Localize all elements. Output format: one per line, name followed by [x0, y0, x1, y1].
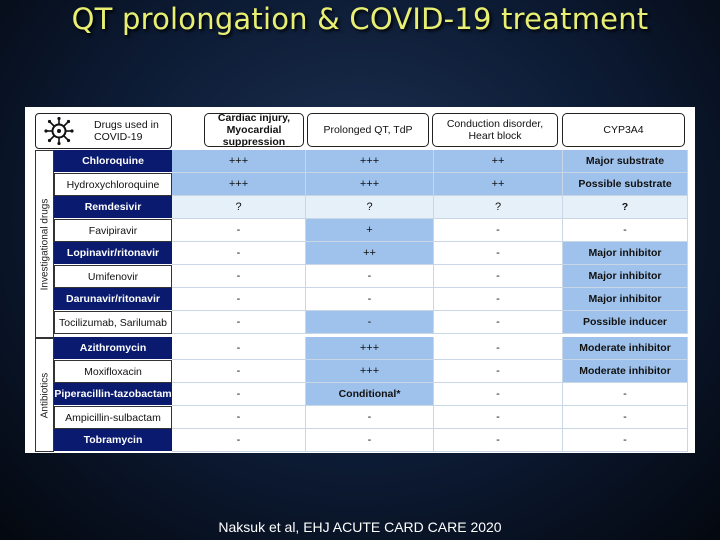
header-conduction-label: Conduction disorder, Heart block — [446, 118, 544, 142]
table-row: Azithromycin - +++ - Moderate inhibitor — [25, 337, 695, 360]
cyp-value: Major substrate — [563, 150, 688, 173]
cyp-value: Moderate inhibitor — [563, 360, 688, 383]
table-row: Moxifloxacin - +++ - Moderate inhibitor — [25, 360, 695, 383]
cyp-value: Possible substrate — [563, 173, 688, 196]
qt-value: + — [306, 219, 434, 242]
drug-name: Chloroquine — [54, 150, 172, 173]
cardiac-value: - — [172, 429, 306, 452]
drug-name: Hydroxychloroquine — [54, 173, 172, 196]
table-row: Chloroquine +++ +++ ++ Major substrate — [25, 150, 695, 173]
cyp-value: - — [563, 429, 688, 452]
cardiac-value: - — [172, 311, 306, 334]
drug-name: Moxifloxacin — [54, 360, 172, 383]
conduction-value: ++ — [434, 150, 563, 173]
drug-name: Darunavir/ritonavir — [54, 288, 172, 311]
conduction-value: - — [434, 406, 563, 429]
table-row: Lopinavir/ritonavir - ++ - Major inhibit… — [25, 242, 695, 265]
qt-value: ++ — [306, 242, 434, 265]
cyp-value: Moderate inhibitor — [563, 337, 688, 360]
header-qt: Prolonged QT, TdP — [307, 113, 429, 147]
conduction-value: ? — [434, 196, 563, 219]
group-investigational: Investigational drugs — [35, 150, 54, 338]
conduction-value: - — [434, 337, 563, 360]
conduction-value: - — [434, 219, 563, 242]
cardiac-value: - — [172, 219, 306, 242]
conduction-value: - — [434, 383, 563, 406]
drug-name: Ampicillin-sulbactam — [54, 406, 172, 429]
table-row: Hydroxychloroquine +++ +++ ++ Possible s… — [25, 173, 695, 196]
cardiac-value: - — [172, 337, 306, 360]
qt-value: - — [306, 429, 434, 452]
cyp-value: - — [563, 383, 688, 406]
table-row: Piperacillin-tazobactam - Conditional* -… — [25, 383, 695, 406]
qt-value: +++ — [306, 173, 434, 196]
cyp-value: Possible inducer — [563, 311, 688, 334]
table-row: Ampicillin-sulbactam - - - - — [25, 406, 695, 429]
cardiac-value: +++ — [172, 173, 306, 196]
cyp-value: - — [563, 406, 688, 429]
table-row: Favipiravir - + - - — [25, 219, 695, 242]
cardiac-value: ? — [172, 196, 306, 219]
drug-table: Drugs used in COVID-19 Cardiac injury, M… — [25, 107, 695, 453]
header-cardiac: Cardiac injury, Myocardial suppression — [204, 112, 304, 148]
drug-column-header: Drugs used in COVID-19 — [35, 113, 172, 149]
header-conduction: Conduction disorder, Heart block — [432, 113, 558, 147]
qt-value: - — [306, 406, 434, 429]
cyp-value: Major inhibitor — [563, 288, 688, 311]
drug-name: Tobramycin — [54, 429, 172, 452]
drug-name: Umifenovir — [54, 265, 172, 288]
conduction-value: - — [434, 265, 563, 288]
conduction-value: - — [434, 311, 563, 334]
cyp-value: - — [563, 219, 688, 242]
cardiac-value: - — [172, 383, 306, 406]
conduction-value: - — [434, 288, 563, 311]
table-row: Darunavir/ritonavir - - - Major inhibito… — [25, 288, 695, 311]
cardiac-value: - — [172, 242, 306, 265]
qt-value: ? — [306, 196, 434, 219]
conduction-value: - — [434, 360, 563, 383]
table-row: Umifenovir - - - Major inhibitor — [25, 265, 695, 288]
qt-value: - — [306, 288, 434, 311]
cyp-value: ? — [563, 196, 688, 219]
cardiac-value: - — [172, 360, 306, 383]
drug-name: Tocilizumab, Sarilumab — [54, 311, 172, 334]
conduction-value: - — [434, 429, 563, 452]
cardiac-value: +++ — [172, 150, 306, 173]
cardiac-value: - — [172, 406, 306, 429]
citation: Naksuk et al, EHJ ACUTE CARD CARE 2020 — [218, 519, 502, 535]
cardiac-value: - — [172, 288, 306, 311]
drug-name: Remdesivir — [54, 196, 172, 219]
table-row: Remdesivir ? ? ? ? — [25, 196, 695, 219]
table-row: Tocilizumab, Sarilumab - - - Possible in… — [25, 311, 695, 334]
qt-value: +++ — [306, 150, 434, 173]
drug-name: Lopinavir/ritonavir — [54, 242, 172, 265]
qt-value: - — [306, 311, 434, 334]
slide-title: QT prolongation & COVID-19 treatment — [71, 2, 649, 36]
qt-value: +++ — [306, 337, 434, 360]
header-cyp: CYP3A4 — [562, 113, 685, 147]
table-row: Tobramycin - - - - — [25, 429, 695, 452]
qt-value: +++ — [306, 360, 434, 383]
virus-icon — [44, 116, 74, 150]
cyp-value: Major inhibitor — [563, 265, 688, 288]
drug-header-label: Drugs used in COVID-19 — [94, 119, 159, 143]
cardiac-value: - — [172, 265, 306, 288]
qt-value: Conditional* — [306, 383, 434, 406]
drug-name: Azithromycin — [54, 337, 172, 360]
drug-name: Favipiravir — [54, 219, 172, 242]
cyp-value: Major inhibitor — [563, 242, 688, 265]
qt-value: - — [306, 265, 434, 288]
drug-name: Piperacillin-tazobactam — [54, 383, 172, 406]
conduction-value: ++ — [434, 173, 563, 196]
conduction-value: - — [434, 242, 563, 265]
group-antibiotics: Antibiotics — [35, 338, 54, 452]
